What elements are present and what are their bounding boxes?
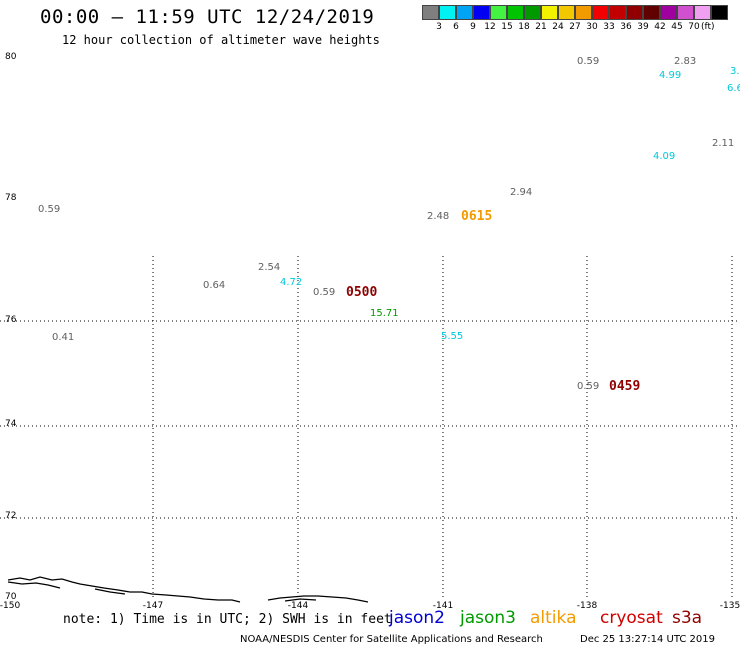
wave-height-value: 0.59 xyxy=(577,56,600,67)
wave-height-value: 2.54 xyxy=(258,262,281,273)
color-scale-tick: 18 xyxy=(518,22,530,32)
satellite-legend-altika: altika xyxy=(530,608,577,628)
wave-height-value: 0.41 xyxy=(52,332,75,343)
wave-height-value: 2.94 xyxy=(510,187,533,198)
note-text: note: 1) Time is in UTC; 2) SWH is in fe… xyxy=(63,612,392,627)
color-scale-tick: 24 xyxy=(552,22,564,32)
lat-label-78: 78 xyxy=(5,193,17,203)
color-scale-tick: 27 xyxy=(569,22,581,32)
color-scale-tick: 3 xyxy=(436,22,442,32)
color-scale-tick: 33 xyxy=(603,22,615,32)
footer-credit: NOAA/NESDIS Center for Satellite Applica… xyxy=(240,634,543,645)
color-scale-tick: 30 xyxy=(586,22,598,32)
lon-label-135: -135 xyxy=(719,601,740,611)
lat-label-70: 70 xyxy=(5,592,17,602)
color-swatch xyxy=(626,5,643,20)
map-title: 00:00 – 11:59 UTC 12/24/2019 xyxy=(40,6,375,28)
wave-height-value: 0.64 xyxy=(203,280,226,291)
lat-label-74: 74 xyxy=(5,419,17,429)
color-scale-tick: 70 xyxy=(688,22,700,32)
color-swatch xyxy=(456,5,473,20)
wave-height-value: 2.83 xyxy=(674,56,697,67)
lon-label-141: -141 xyxy=(432,601,454,611)
color-swatch xyxy=(575,5,592,20)
color-swatch xyxy=(541,5,558,20)
color-swatch xyxy=(677,5,694,20)
color-swatch xyxy=(609,5,626,20)
color-swatch xyxy=(507,5,524,20)
wave-height-value: 0.59 xyxy=(38,204,61,215)
color-swatch xyxy=(711,5,728,20)
map-subtitle: 12 hour collection of altimeter wave hei… xyxy=(62,33,380,47)
coastline xyxy=(7,576,369,603)
color-swatch xyxy=(694,5,711,20)
wave-height-value: 5.55 xyxy=(441,331,464,342)
lon-label-147: -147 xyxy=(142,601,164,611)
map-gridlines xyxy=(0,256,740,600)
color-swatch xyxy=(592,5,609,20)
color-scale-unit: (ft) xyxy=(701,22,715,32)
color-swatch xyxy=(439,5,456,20)
satellite-legend-s3a: s3a xyxy=(672,608,703,628)
lon-label-144: -144 xyxy=(287,601,309,611)
color-scale-tick: 45 xyxy=(671,22,683,32)
wave-height-value: 0.59 xyxy=(313,287,336,298)
color-scale-tick: 15 xyxy=(501,22,513,32)
wave-height-value: 3. xyxy=(730,66,740,77)
lon-label-138: -138 xyxy=(576,601,598,611)
lat-label-72: 72 xyxy=(5,511,17,521)
color-scale-tick: 21 xyxy=(535,22,547,32)
color-scale-tick: 9 xyxy=(470,22,476,32)
wave-height-value: 0.59 xyxy=(577,381,600,392)
wave-height-value: 6.6 xyxy=(727,83,740,94)
wave-height-value: 4.99 xyxy=(659,70,682,81)
color-scale-tick: 12 xyxy=(484,22,496,32)
color-scale-tick: 6 xyxy=(453,22,459,32)
wave-height-value: 2.48 xyxy=(427,211,450,222)
pass-time-label: 0459 xyxy=(609,379,641,394)
color-swatch xyxy=(490,5,507,20)
color-scale-tick: 42 xyxy=(654,22,666,32)
color-swatch xyxy=(660,5,677,20)
generated-timestamp: Dec 25 13:27:14 UTC 2019 xyxy=(580,634,715,645)
satellite-legend-jason3: jason3 xyxy=(460,608,516,628)
color-swatch xyxy=(643,5,660,20)
lon-label-150: -150 xyxy=(0,601,21,611)
wave-height-value: 4.09 xyxy=(653,151,676,162)
satellite-legend-jason2: jason2 xyxy=(389,608,445,628)
wave-height-value: 2.11 xyxy=(712,138,735,149)
satellite-legend-cryosat: cryosat xyxy=(600,608,663,628)
color-scale-tick: 39 xyxy=(637,22,649,32)
wave-height-value: 4.72 xyxy=(280,277,303,288)
lat-label-80: 80 xyxy=(5,52,17,62)
color-swatch xyxy=(473,5,490,20)
pass-time-label: 0500 xyxy=(346,285,378,300)
color-swatch xyxy=(422,5,439,20)
color-swatch xyxy=(524,5,541,20)
wave-height-value: 15.71 xyxy=(370,308,399,319)
pass-time-label: 0615 xyxy=(461,209,493,224)
color-scale-tick: 36 xyxy=(620,22,632,32)
lat-label-76: 76 xyxy=(5,315,17,325)
color-swatch xyxy=(558,5,575,20)
